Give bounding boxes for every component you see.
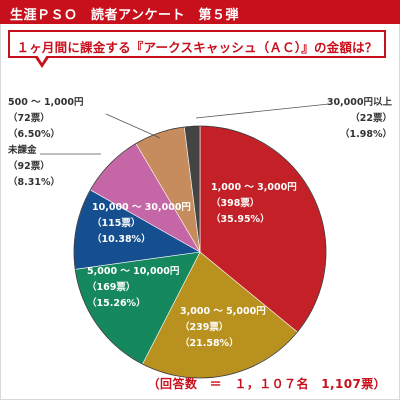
slice-label: 未課金（92票）（8.31%） xyxy=(7,144,60,188)
response-count: （回答数 ＝ １，１０７名 1,107票） xyxy=(147,377,386,391)
slice-label: 3,000 ～ 5,000円（239票）（21.58%） xyxy=(180,306,266,349)
pie-outline xyxy=(73,125,327,379)
question-bubble-tail-inner xyxy=(37,55,47,63)
header-title: 生涯ＰＳＯ 読者アンケート 第５弾 xyxy=(10,8,239,23)
question-text: １ヶ月間に課金する『アークスキャッシュ（ＡＣ）』の金額は？ xyxy=(16,40,378,55)
leader-line xyxy=(105,113,161,139)
question-bubble: １ヶ月間に課金する『アークスキャッシュ（ＡＣ）』の金額は？ xyxy=(8,30,386,58)
slice-label: 500 ～ 1,000円（72票）（6.50%） xyxy=(8,97,84,140)
slice-label: 30,000円以上（22票）（1.98%） xyxy=(327,96,393,140)
slice-label: 10,000 ～ 30,000円（115票）（10.38%） xyxy=(92,202,191,245)
leader-line xyxy=(195,103,330,119)
slice-label: 1,000 ～ 3,000円（398票）（35.95%） xyxy=(211,182,297,225)
slice-label: 5,000 ～ 10,000円（169票）（15.26%） xyxy=(87,266,179,309)
header-bar: 生涯ＰＳＯ 読者アンケート 第５弾 xyxy=(0,0,400,24)
